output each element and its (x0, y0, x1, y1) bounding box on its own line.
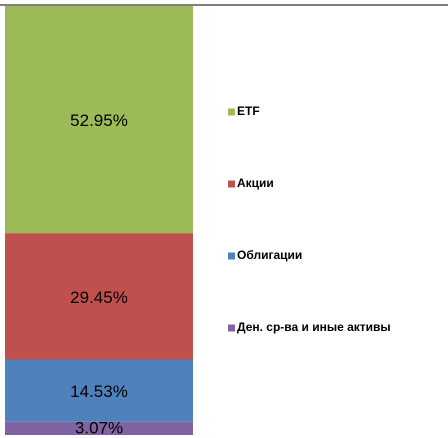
legend-swatch (228, 252, 235, 260)
data-label: 29.45% (70, 288, 128, 307)
bar-segment (5, 421, 193, 435)
legend-swatch (228, 324, 235, 332)
legend-label: Облигации (237, 248, 302, 262)
data-label: 14.53% (70, 382, 128, 401)
legend-label: Ден. ср-ва и иные активы (237, 320, 391, 334)
data-label: 3.07% (75, 418, 123, 437)
legend-label: Акции (237, 176, 274, 190)
bar-segment (5, 359, 193, 422)
legend-swatch (228, 108, 235, 116)
legend-label: ETF (237, 104, 260, 118)
legend-swatch (228, 180, 235, 188)
data-label: 52.95% (70, 111, 128, 130)
bar-segment (5, 6, 193, 234)
bar-segment (5, 233, 193, 360)
